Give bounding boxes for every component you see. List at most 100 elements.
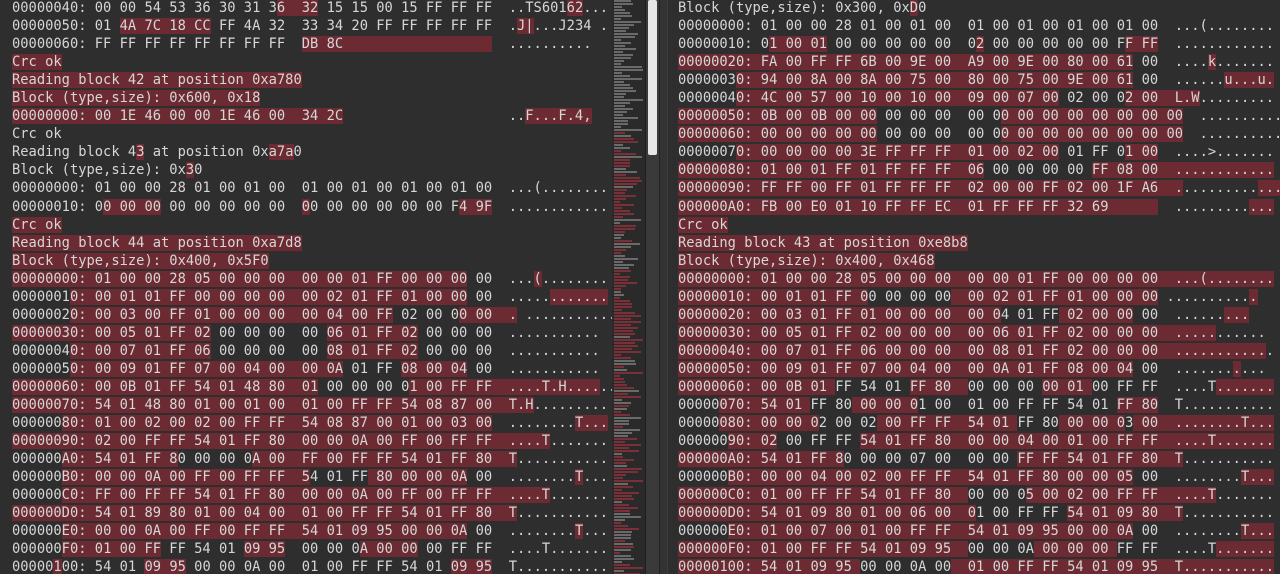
pane-divider[interactable] [659,0,668,574]
minimap-line [614,231,625,233]
diff-highlight-segment: FF FF 54 01 FF 80 T [1017,451,1183,468]
text-segment: 00000040: 00 00 54 53 36 30 31 3 [12,0,277,16]
minimap-line [614,54,633,56]
diff-highlight-segment: 4A 7C 18 CC [119,18,211,35]
left-diff-pane[interactable]: 00000040: 00 00 54 53 36 30 31 36 32 15 … [0,0,612,574]
text-segment: ............ [492,198,609,215]
output-line: 00000060: FF FF FF FF FF FF FF FF DB 8C … [12,35,612,53]
text-segment: FF 4A 32 33 34 20 FF FF FF FF FF . [210,18,517,35]
text-segment: 00 00 00 00 00 F [984,36,1126,53]
minimap-line [614,246,631,248]
text-segment: 00000 [678,397,720,414]
text-segment: 2 00 02 [818,415,877,432]
minimap-line [614,186,633,188]
output-line: 00000020: 00 03 00 FF 01 00 00 00 00 04 … [12,306,612,324]
diff-highlight-segment: 0: 00 00 00 00 3E FF FF FF 01 00 02 00 [735,144,1059,161]
minimap-line [614,168,626,170]
diff-highlight-segment: 00000070: 54 01 48 80 01 00 01 00 01 00 … [12,397,534,414]
output-line: 00000060: 00 0B 01 FF 54 01 FF 80 00 00 … [678,378,1280,396]
minimap-line [614,72,622,74]
diff-highlight-segment: 80 00 00 0A [367,469,468,486]
minimap-line [614,318,631,320]
diff-highlight-segment: 00000050: 00 09 01 FF 07 00 04 00 00 0A … [678,360,1134,377]
minimap-line [614,297,620,299]
diff-highlight-segment: Block (type,size): 0x400, 0x468 [678,252,935,269]
minimap-line [614,294,624,296]
diff-highlight-segment: C0: FF 00 FF FF 54 01 FF 80 00 00 0A 00 … [61,487,551,504]
minimap-line [614,420,629,422]
minimap-line [614,543,633,545]
minimap-line [614,36,635,38]
diff-highlight-segment: 00000100: 54 01 09 95 [678,559,861,574]
output-line: Block (type,size): 0x600, 0x18 [12,89,612,107]
diff-highlight-segment: 00 00 0 [851,397,919,414]
minimap-line [614,165,630,167]
scrollbar[interactable] [645,0,659,574]
text-segment: 000000 [678,469,728,486]
output-line: Crc ok [678,216,1280,234]
diff-highlight-segment: 62 [566,0,584,16]
minimap-line [614,468,642,470]
minimap-line [614,282,637,284]
output-line: 000000F0: 01 00 FF FF 54 01 09 95 00 00 … [12,540,612,558]
right-diff-pane[interactable]: Block (type,size): 0x300, 0xD0 00000000: … [668,0,1280,574]
minimap-line [614,114,623,116]
minimap-line [614,384,627,386]
diff-highlight-segment: 00 FF FF 54 01 [876,415,1018,432]
diff-highlight-segment: B0: 00 00 0A 00 FF 00 FF FF 5 [61,469,311,486]
minimap-line [614,210,630,212]
text-segment: 0 00 00 00 00 00 F [310,198,460,215]
minimap-line [614,351,641,353]
output-line: 00000090: FF FF 00 FF 01 FF FF FF 02 00 … [678,179,1280,197]
text-segment: 00 ..... [467,288,551,305]
text-segment: ... [583,0,609,16]
minimap-line [614,258,638,260]
diff-highlight-segment: FF 08 00 ............ [1091,162,1275,179]
minimap-line [614,429,640,431]
output-line: 00000060: 00 0B 01 FF 54 01 48 80 01 00 … [12,378,612,396]
text-segment: ....... [550,433,609,450]
text-segment: 00 .... [1133,54,1208,71]
minimap-line [614,345,638,347]
minimap-line [614,402,631,404]
minimap-line [614,363,636,365]
diff-highlight-segment: T... [574,415,609,432]
minimap-line [614,354,621,356]
output-line: 00000100: 54 01 09 95 00 00 0A 00 01 00 … [678,558,1280,574]
text-segment: 0000002 [12,306,70,323]
diff-highlight-segment: . [1232,360,1241,377]
text-segment: 01 FF [343,360,402,377]
diff-highlight-segment: 00000080: 01 00 01 FF 01 FF FF FF 06 [678,162,985,179]
diff-highlight-segment: 1 00 FF FF ....T.H.... [409,378,600,395]
text-segment: 00 00 00 0 [318,378,410,395]
diff-highlight-segment: 0 00 00 00 00 00 00 00 [1000,126,1183,143]
text-segment: ........... [516,505,609,522]
text-segment: ......... [1182,180,1258,197]
minimap[interactable] [612,0,645,574]
minimap-line [614,195,636,197]
minimap-line [614,153,636,155]
output-line: Crc ok [12,53,612,71]
diff-highlight-segment: 00000060: 00 0B 01 FF 54 01 48 80 01 [12,378,319,395]
minimap-line [614,366,624,368]
output-line: 00000000: 01 00 00 28 01 00 01 00 01 00 … [12,179,612,197]
minimap-line [614,264,634,266]
minimap-line [614,126,621,128]
output-line: 00000000: 00 1E 46 00 00 1E 46 00 34 2C … [12,107,612,125]
output-line: Reading block 44 at position 0xa7d8 [12,234,612,252]
minimap-line [614,408,627,410]
minimap-line [614,171,637,173]
minimap-line [614,453,622,455]
diff-highlight-segment: 0: 00 03 00 FF 01 00 00 00 00 04 00 FF [69,306,393,323]
output-line: 00000050: 00 09 01 FF 07 00 04 00 00 0A … [12,360,612,378]
text-segment: ....... [1216,487,1275,504]
minimap-line [614,33,638,35]
text-segment: Block (type,size): 0x [12,162,186,179]
output-line: 00000030: 00 05 01 FF 02 00 00 00 00 06 … [678,324,1280,342]
text-segment: 02 00 0 [1058,90,1126,107]
minimap-line [614,204,634,206]
minimap-line [614,558,634,560]
minimap-line [614,99,643,101]
scroll-thumb[interactable] [648,0,657,155]
minimap-line [614,42,631,44]
